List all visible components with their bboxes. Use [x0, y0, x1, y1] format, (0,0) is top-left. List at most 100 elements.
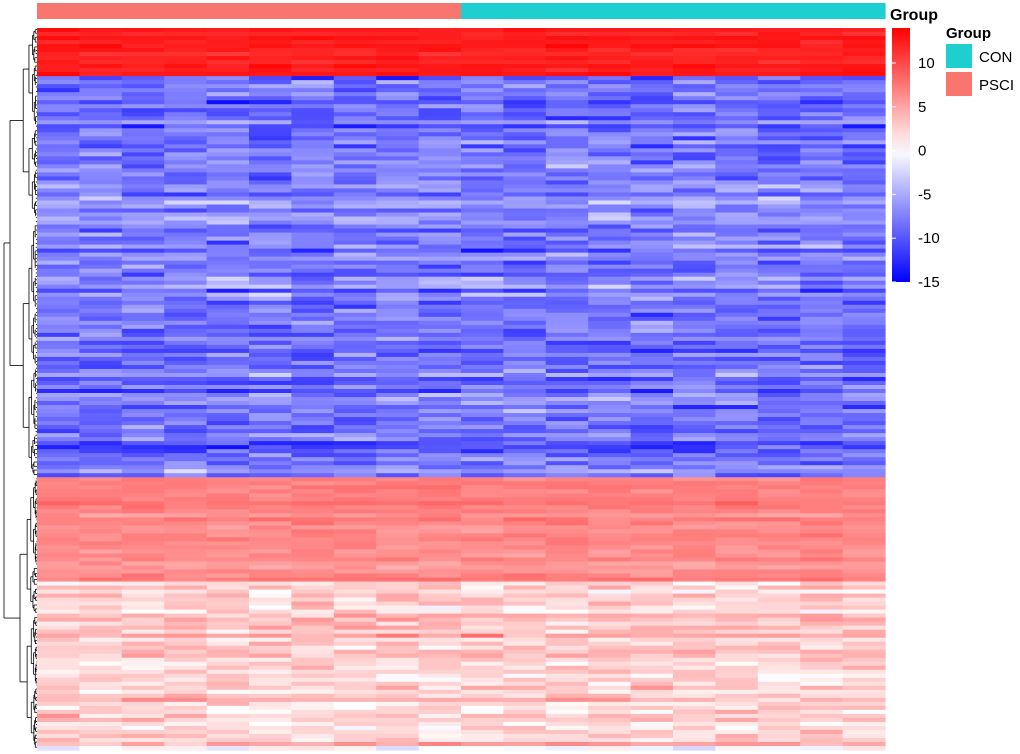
- heatmap-cell: [333, 152, 377, 157]
- heatmap-cell: [249, 28, 292, 33]
- heatmap-cell: [673, 128, 716, 133]
- heatmap-cell: [37, 505, 80, 510]
- heatmap-cell: [588, 433, 632, 438]
- heatmap-cell: [418, 573, 462, 579]
- heatmap-cell: [37, 332, 80, 338]
- heatmap-cell: [206, 272, 250, 278]
- heatmap-cell: [842, 148, 886, 153]
- heatmap-cell: [757, 681, 801, 687]
- heatmap-cell: [121, 405, 165, 410]
- heatmap-cell: [673, 513, 716, 518]
- heatmap-cell: [545, 717, 589, 723]
- heatmap-cell: [418, 192, 462, 198]
- heatmap-cell: [588, 649, 632, 655]
- heatmap-cell: [630, 621, 674, 627]
- heatmap-cell: [37, 364, 80, 370]
- heatmap-cell: [503, 52, 547, 57]
- heatmap-cell: [249, 240, 292, 246]
- heatmap-cell: [164, 725, 208, 731]
- heatmap-cell: [800, 40, 844, 45]
- heatmap-cell: [800, 272, 844, 278]
- heatmap-cell: [673, 120, 716, 125]
- heatmap-cell: [757, 481, 801, 486]
- heatmap-cell: [800, 288, 844, 294]
- heatmap-cell: [715, 44, 759, 49]
- heatmap-cell: [673, 236, 716, 242]
- heatmap-cell: [121, 320, 165, 326]
- heatmap-cell: [800, 637, 844, 643]
- heatmap-cell: [333, 561, 377, 567]
- heatmap-cell: [206, 641, 250, 647]
- heatmap-cell: [79, 152, 123, 157]
- heatmap-cell: [206, 332, 250, 338]
- heatmap-cell: [121, 521, 165, 526]
- heatmap-cell: [418, 621, 462, 627]
- heatmap-cell: [630, 260, 674, 266]
- heatmap-cell: [842, 156, 886, 161]
- heatmap-cell: [333, 260, 377, 266]
- heatmap-cell: [291, 677, 335, 683]
- heatmap-cell: [418, 633, 462, 639]
- heatmap-cell: [800, 457, 844, 462]
- heatmap-cell: [418, 437, 462, 442]
- heatmap-cell: [333, 629, 377, 635]
- heatmap-cell: [673, 192, 716, 198]
- heatmap-cell: [757, 569, 801, 575]
- heatmap-cell: [800, 685, 844, 691]
- heatmap-cell: [630, 228, 674, 234]
- heatmap-cell: [545, 565, 589, 571]
- heatmap-cell: [206, 745, 250, 751]
- heatmap-cell: [333, 164, 377, 169]
- heatmap-cell: [37, 685, 80, 691]
- heatmap-cell: [630, 581, 674, 587]
- heatmap-cell: [461, 288, 504, 294]
- heatmap-cell: [503, 637, 547, 643]
- heatmap-cell: [588, 701, 632, 707]
- heatmap-cell: [333, 585, 377, 591]
- heatmap-cell: [121, 60, 165, 65]
- heatmap-cell: [249, 433, 292, 438]
- heatmap-cell: [461, 445, 504, 450]
- heatmap-cell: [37, 244, 80, 250]
- heatmap-cell: [376, 585, 420, 591]
- heatmap-cell: [79, 409, 123, 414]
- heatmap-cell: [249, 709, 292, 715]
- heatmap-cell: [333, 352, 377, 358]
- heatmap-cell: [588, 397, 632, 402]
- heatmap-cell: [249, 549, 292, 555]
- heatmap-cell: [800, 485, 844, 490]
- heatmap-cell: [79, 685, 123, 691]
- heatmap-cell: [842, 585, 886, 591]
- heatmap-cell: [333, 384, 377, 390]
- heatmap-cell: [164, 545, 208, 551]
- heatmap-cell: [673, 613, 716, 619]
- heatmap-cell: [757, 425, 801, 430]
- heatmap-cell: [206, 88, 250, 93]
- heatmap-cell: [715, 156, 759, 161]
- annotation-cell: [588, 3, 632, 19]
- heatmap-cell: [842, 481, 886, 486]
- heatmap-cell: [588, 693, 632, 699]
- heatmap-cell: [79, 240, 123, 246]
- heatmap-cell: [37, 721, 80, 727]
- heatmap-cell: [37, 88, 80, 93]
- heatmap-cell: [757, 320, 801, 326]
- heatmap-cell: [800, 433, 844, 438]
- heatmap-cell: [376, 405, 420, 410]
- heatmap-cell: [461, 465, 504, 470]
- heatmap-cell: [461, 597, 504, 603]
- heatmap-cell: [333, 208, 377, 214]
- heatmap-cell: [333, 184, 377, 190]
- heatmap-cell: [545, 485, 589, 490]
- heatmap-cell: [503, 192, 547, 198]
- heatmap-cell: [418, 164, 462, 169]
- heatmap-cell: [630, 429, 674, 434]
- heatmap-cell: [164, 196, 208, 202]
- heatmap-cell: [418, 168, 462, 173]
- heatmap-cell: [715, 376, 759, 382]
- heatmap-cell: [37, 577, 80, 583]
- heatmap-cell: [630, 497, 674, 502]
- heatmap-cell: [461, 140, 504, 145]
- heatmap-cell: [461, 268, 504, 274]
- heatmap-cell: [79, 589, 123, 595]
